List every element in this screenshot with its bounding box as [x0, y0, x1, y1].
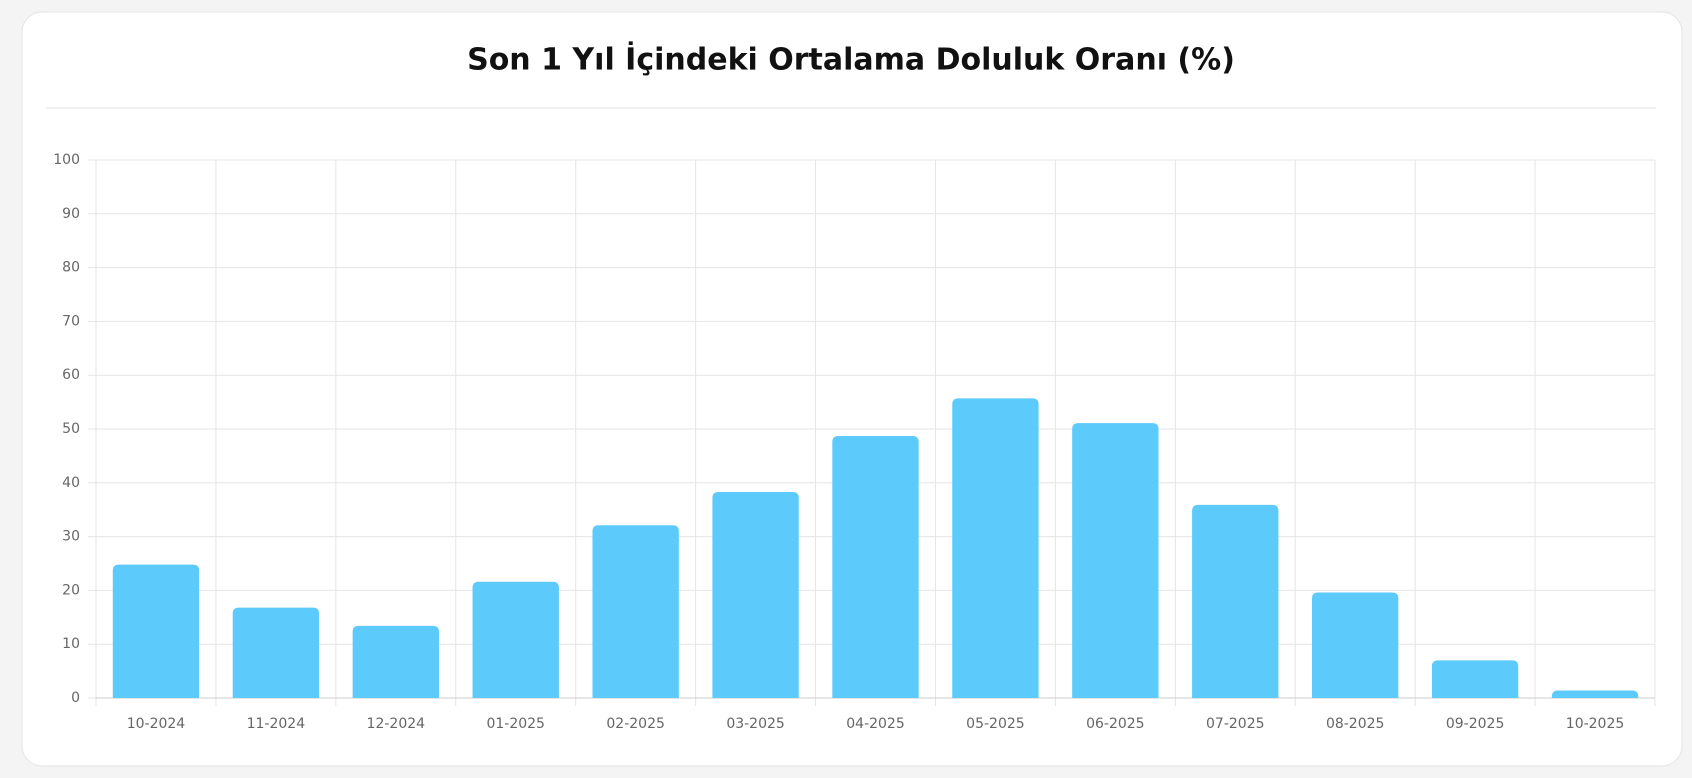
bar [832, 435, 919, 698]
bar [1072, 423, 1159, 698]
y-tick-label: 40 [62, 475, 80, 491]
x-tick-label: 02-2025 [606, 716, 665, 732]
chart-title: Son 1 Yıl İçindeki Ortalama Doluluk Oran… [467, 42, 1235, 78]
y-tick-label: 90 [62, 206, 80, 222]
bar [472, 581, 559, 698]
x-tick-label: 07-2025 [1206, 716, 1265, 732]
bar [712, 491, 799, 698]
y-tick-label: 70 [62, 313, 80, 329]
bar [1431, 660, 1519, 698]
x-tick-label: 01-2025 [486, 716, 545, 732]
x-tick-label: 05-2025 [966, 716, 1025, 732]
bar [352, 625, 439, 698]
x-tick-label: 04-2025 [846, 716, 905, 732]
x-tick-label: 10-2025 [1566, 716, 1625, 732]
y-tick-label: 30 [62, 529, 80, 545]
bar [1551, 690, 1639, 698]
x-tick-label: 12-2024 [367, 716, 426, 732]
y-tick-label: 50 [62, 421, 80, 437]
bar [1312, 592, 1399, 698]
x-tick-label: 08-2025 [1326, 716, 1385, 732]
bar [232, 607, 320, 698]
y-tick-label: 20 [62, 582, 80, 598]
y-tick-label: 80 [62, 260, 80, 276]
bar [112, 564, 200, 698]
y-tick-label: 60 [62, 367, 80, 383]
y-tick-label: 10 [62, 636, 80, 652]
x-tick-label: 11-2024 [247, 716, 306, 732]
bar [1192, 504, 1279, 698]
bar [952, 398, 1039, 698]
x-tick-label: 03-2025 [726, 716, 785, 732]
y-tick-label: 100 [53, 152, 80, 168]
x-tick-label: 09-2025 [1446, 716, 1505, 732]
x-tick-label: 10-2024 [127, 716, 186, 732]
bar [592, 525, 679, 698]
y-tick-label: 0 [71, 690, 80, 706]
x-tick-label: 06-2025 [1086, 716, 1145, 732]
